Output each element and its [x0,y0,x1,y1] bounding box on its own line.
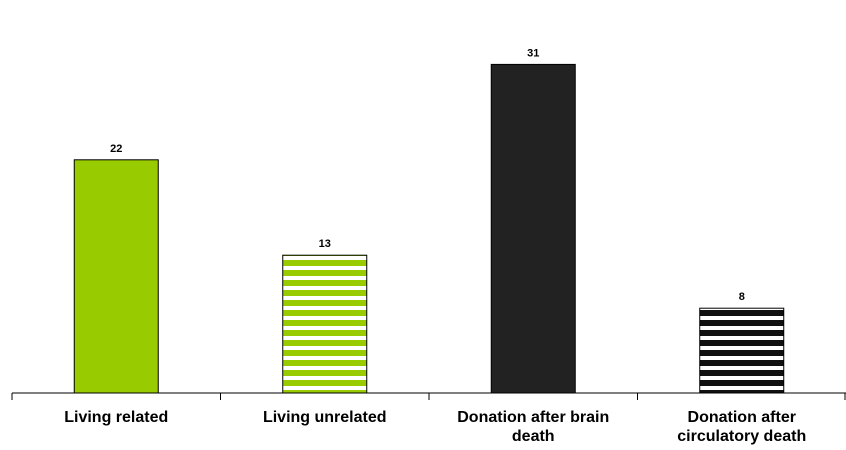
category-label-line: Living unrelated [263,409,387,426]
bar-donation-after-brain-death [490,63,576,394]
bar-living-related [73,159,159,394]
value-label-living-unrelated: 13 [319,238,331,250]
bar-donation-after-circulatory-death [699,307,785,394]
category-label-living-related: Living related [64,409,168,426]
category-label-line: Donation after [688,409,796,426]
category-label-donation-after-brain-death: Donation after brain death [457,409,609,445]
bars-group [73,63,785,394]
bar-living-unrelated [282,254,368,394]
category-label-line: Living related [64,409,168,426]
category-label-donation-after-circulatory-death: Donation after circulatory death [677,409,806,445]
value-label-living-related: 22 [110,143,122,155]
value-labels-group: 22 13 31 8 [110,47,745,303]
category-labels-group: Living related Living unrelated Donation a… [64,409,806,445]
category-label-line: Donation after brain [457,409,609,426]
category-label-line: death [512,428,555,445]
category-label-living-unrelated: Living unrelated [263,409,387,426]
category-label-line: circulatory death [677,428,806,445]
value-label-donation-after-circulatory-death: 8 [739,291,745,303]
x-axis [11,392,846,400]
value-label-donation-after-brain-death: 31 [527,47,539,59]
